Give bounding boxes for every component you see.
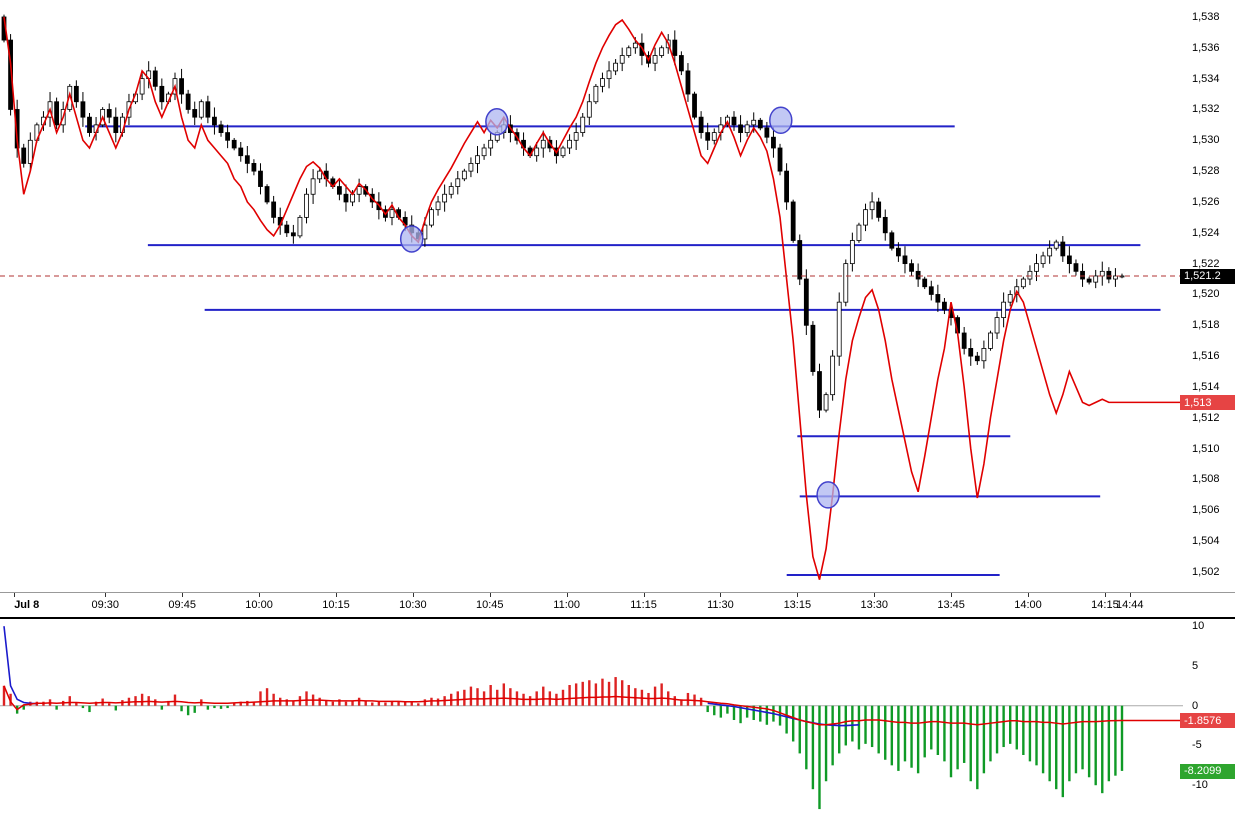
time-tick-mark bbox=[412, 593, 414, 597]
price-axis-label: 1,522 bbox=[1192, 257, 1220, 270]
time-tick-mark bbox=[643, 593, 645, 597]
time-tick-mark bbox=[259, 593, 261, 597]
time-axis-label: 13:45 bbox=[937, 599, 965, 611]
time-axis-label: 14:44 bbox=[1115, 599, 1144, 611]
indicator-axis-label: 10 bbox=[1192, 620, 1205, 633]
price-axis-label: 1,502 bbox=[1192, 565, 1220, 578]
time-tick-mark bbox=[797, 593, 799, 597]
price-chart-canvas[interactable] bbox=[0, 0, 1183, 592]
red-line-price-badge: 1,513 bbox=[1180, 395, 1235, 411]
indicator-blue-line bbox=[3, 626, 37, 705]
ellipse-markers bbox=[399, 106, 840, 509]
time-tick-mark bbox=[951, 593, 953, 597]
price-axis-label: 1,508 bbox=[1192, 473, 1220, 486]
time-axis-label: Jul 8 bbox=[14, 599, 40, 611]
price-axis-label: 1,514 bbox=[1192, 380, 1220, 393]
time-tick-mark bbox=[1129, 593, 1131, 597]
time-tick-mark bbox=[105, 593, 107, 597]
time-axis-label: 11:00 bbox=[553, 599, 581, 611]
last-price-badge: 1,521.2 bbox=[1180, 268, 1235, 284]
indicator-axis-label: -10 bbox=[1192, 779, 1208, 792]
price-axis-label: 1,538 bbox=[1192, 10, 1220, 23]
time-axis-label: 14:15 bbox=[1091, 599, 1119, 611]
time-axis-label: 09:45 bbox=[168, 599, 196, 611]
time-tick-mark bbox=[1104, 593, 1106, 597]
time-tick-mark bbox=[182, 593, 184, 597]
indicator-panel: 10 5 0 -5 -10 -1.8576 -8.2099 bbox=[0, 619, 1235, 823]
time-axis-label: 11:30 bbox=[707, 599, 734, 611]
price-axis-label: 1,518 bbox=[1192, 319, 1220, 332]
time-tick-mark bbox=[14, 593, 16, 597]
time-axis-label: 10:15 bbox=[322, 599, 350, 611]
indicator-histogram bbox=[2, 677, 1124, 810]
time-tick-mark bbox=[489, 593, 491, 597]
time-axis[interactable]: Jul 8 09:30 09:45 10:00 10:15 10:30 10:45 11:00… bbox=[0, 592, 1235, 619]
price-axis-label: 1,524 bbox=[1192, 226, 1220, 239]
indicator-red-line bbox=[3, 685, 1183, 726]
time-tick-mark bbox=[335, 593, 337, 597]
time-axis-label: 10:30 bbox=[399, 599, 427, 611]
price-axis-label: 1,520 bbox=[1192, 288, 1220, 301]
price-panel: 1,538 1,536 1,534 1,532 1,530 1,528 1,526 1,524… bbox=[0, 0, 1235, 592]
time-tick-mark bbox=[720, 593, 722, 597]
red-overlay-line bbox=[3, 16, 1183, 580]
price-axis-label: 1,516 bbox=[1192, 350, 1220, 363]
indicator-axis-label: -5 bbox=[1192, 739, 1202, 752]
support-resistance-lines bbox=[85, 125, 1161, 577]
time-axis-label: 09:30 bbox=[91, 599, 120, 611]
price-axis-label: 1,534 bbox=[1192, 72, 1220, 85]
indicator-axis-label: 5 bbox=[1192, 659, 1199, 672]
time-axis-label: 11:15 bbox=[630, 599, 657, 611]
indicator-histogram-badge: -8.2099 bbox=[1180, 763, 1235, 779]
price-axis-label: 1,528 bbox=[1192, 165, 1220, 178]
price-axis-label: 1,510 bbox=[1192, 442, 1220, 455]
indicator-chart-canvas[interactable] bbox=[0, 619, 1183, 823]
time-axis-label: 10:00 bbox=[245, 599, 273, 611]
price-axis-label: 1,532 bbox=[1192, 103, 1220, 116]
price-axis-label: 1,536 bbox=[1192, 41, 1220, 54]
time-axis-label: 13:30 bbox=[860, 599, 888, 611]
price-axis-label: 1,512 bbox=[1192, 411, 1220, 424]
indicator-axis-label: 0 bbox=[1192, 699, 1199, 712]
time-axis-label: 10:45 bbox=[475, 599, 504, 611]
indicator-red-line-badge: -1.8576 bbox=[1180, 713, 1235, 729]
price-axis[interactable]: 1,538 1,536 1,534 1,532 1,530 1,528 1,526 1,524… bbox=[1183, 0, 1235, 592]
price-axis-label: 1,530 bbox=[1192, 134, 1220, 147]
time-axis-label: 14:00 bbox=[1014, 599, 1042, 611]
indicator-blue-line bbox=[707, 702, 859, 727]
time-tick-mark bbox=[1028, 593, 1030, 597]
price-axis-label: 1,526 bbox=[1192, 195, 1220, 208]
time-axis-label: 13:15 bbox=[783, 599, 812, 611]
price-axis-label: 1,504 bbox=[1192, 535, 1220, 548]
time-tick-mark bbox=[874, 593, 876, 597]
time-tick-mark bbox=[566, 593, 568, 597]
price-axis-label: 1,506 bbox=[1192, 504, 1220, 517]
candlestick-series bbox=[1, 14, 1125, 418]
